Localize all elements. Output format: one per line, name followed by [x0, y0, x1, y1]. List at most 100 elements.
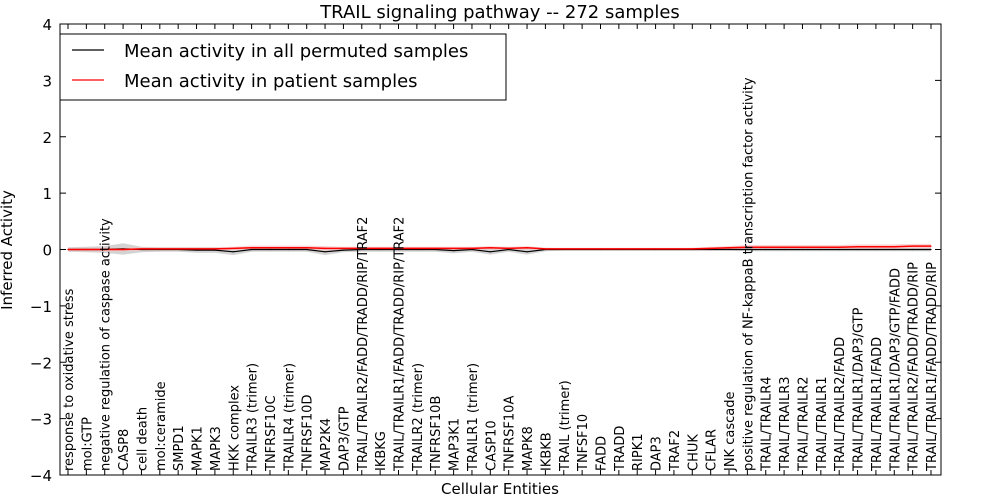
data-point-patient [599, 248, 602, 250]
x-tick-label: TRAILR1 (trimer) [466, 363, 481, 472]
data-point-permuted [801, 248, 804, 251]
x-tick-labels: response to oxidative stress mol:GTP negat… [62, 24, 940, 475]
series-lines [67, 245, 932, 253]
y-tick-label: −4 [30, 467, 52, 485]
x-tick-label: TRAF2 [668, 430, 683, 472]
y-tick-labels: −4 −3 −2 −1 0 1 2 3 4 [30, 16, 941, 485]
data-point-patient [214, 248, 216, 250]
data-point-patient [104, 248, 106, 251]
data-point-patient [489, 247, 491, 249]
x-tick-label: TRAIL/TRAILR2/FADD/TRADD/RIP/TRAF2 [356, 217, 371, 472]
x-tick-label: TNFRSF10C [264, 395, 279, 472]
data-point-patient [691, 248, 693, 250]
data-point-patient [85, 248, 87, 251]
data-point-patient [232, 247, 234, 249]
x-tick-label: TRAIL/TRAILR2 [796, 376, 811, 472]
data-point-permuted [306, 248, 308, 251]
data-point-patient [195, 248, 198, 250]
x-tick-label: MAP2K4 [319, 418, 334, 471]
x-tick-label: TRAIL/TRAILR1/FADD/TRADD/RIP [925, 262, 940, 472]
data-point-permuted [893, 248, 895, 251]
data-point-patient [912, 245, 914, 247]
x-tick-label: MAPK1 [191, 426, 206, 471]
data-point-patient [765, 246, 767, 248]
data-point-permuted [379, 248, 381, 251]
data-point-permuted [489, 251, 491, 253]
data-point-patient [875, 246, 877, 248]
data-point-patient [122, 248, 124, 251]
data-point-patient [508, 247, 510, 249]
data-point-patient [306, 247, 308, 249]
x-tick-label: CFLAR [705, 429, 720, 471]
data-point-patient [856, 246, 859, 248]
data-point-permuted [912, 248, 914, 251]
x-tick-label: TRAIL/TRAILR4 [760, 376, 775, 472]
data-point-patient [397, 247, 400, 249]
data-point-patient [526, 247, 528, 249]
data-point-permuted [361, 248, 363, 251]
data-point-patient [838, 246, 840, 248]
x-tick-label: TNFRSF10B [429, 396, 444, 472]
x-tick-label: mol:GTP [80, 417, 95, 471]
data-point-patient [379, 247, 381, 249]
data-point-patient [251, 247, 253, 249]
data-point-permuted [820, 248, 822, 251]
x-tick-label: TRAILR2 (trimer) [411, 363, 426, 472]
x-tick-label: FADD [594, 436, 609, 471]
y-tick-label: −3 [30, 411, 52, 429]
x-tick-label: TNFRSF10A [503, 396, 518, 472]
data-point-permuted [838, 248, 840, 251]
x-tick-label: mol:ceramide [154, 381, 169, 471]
x-tick-label: TRAIL/TRAILR1/FADD/TRADD/RIP/TRAF2 [393, 217, 408, 472]
data-point-patient [452, 247, 455, 249]
data-point-patient [673, 248, 675, 250]
data-point-patient [342, 247, 345, 249]
x-tick-label: IKBKG [374, 431, 389, 471]
data-point-patient [728, 247, 730, 249]
data-point-permuted [251, 248, 253, 251]
data-point-patient [783, 246, 785, 248]
x-tick-label: TNFRSF10D [301, 395, 316, 472]
x-tick-label: MAP3K1 [448, 418, 463, 471]
y-tick-label: −2 [30, 354, 52, 372]
data-point-patient [820, 246, 822, 248]
x-tick-label: DAP3 [650, 436, 665, 471]
y-tick-label: 2 [42, 129, 52, 147]
x-tick-label: TRADD [613, 426, 628, 472]
y-tick-label: 3 [42, 72, 52, 90]
legend: Mean activity in all permuted samples Me… [59, 33, 507, 101]
legend-label-permuted: Mean activity in all permuted samples [124, 41, 468, 62]
data-point-permuted [416, 248, 418, 251]
legend-box [59, 33, 507, 101]
data-point-permuted [765, 248, 767, 251]
data-point-patient [177, 248, 179, 250]
data-point-patient [544, 248, 547, 250]
data-point-permuted [783, 248, 785, 251]
data-point-patient [654, 248, 657, 250]
x-tick-label: IKBKB [539, 432, 554, 471]
data-point-patient [416, 247, 418, 249]
x-tick-label: TRAIL/TRAILR1/DAP3/GTP [852, 307, 867, 472]
x-tick-label: TRAIL/TRAILR2/FADD [833, 337, 848, 472]
x-tick-label: TRAIL/TRAILR2/FADD/TRADD/RIP [907, 262, 922, 472]
data-point-patient [581, 248, 583, 250]
data-point-permuted [397, 248, 400, 251]
x-tick-label: JNK cascade [723, 392, 738, 472]
x-tick-label: CHUK [686, 434, 701, 471]
data-point-patient [434, 247, 436, 249]
x-tick-label: CASP8 [117, 429, 132, 471]
x-tick-label: DAP3/GTP [337, 406, 352, 471]
data-point-permuted [452, 250, 455, 252]
x-tick-label: negative regulation of caspase activity [99, 218, 114, 471]
y-tick-label: 1 [42, 185, 52, 203]
data-point-patient [636, 248, 638, 250]
data-point-patient [67, 248, 69, 251]
data-point-patient [471, 247, 473, 249]
x-tick-label: CASP10 [484, 420, 499, 471]
x-tick-label: TRAIL/TRAILR1/DAP3/GTP/FADD [888, 268, 903, 472]
data-point-patient [287, 247, 289, 249]
data-point-patient [930, 245, 932, 247]
x-tick-label: MAPK3 [209, 426, 224, 471]
x-tick-label: TNFSF10 [576, 414, 591, 472]
